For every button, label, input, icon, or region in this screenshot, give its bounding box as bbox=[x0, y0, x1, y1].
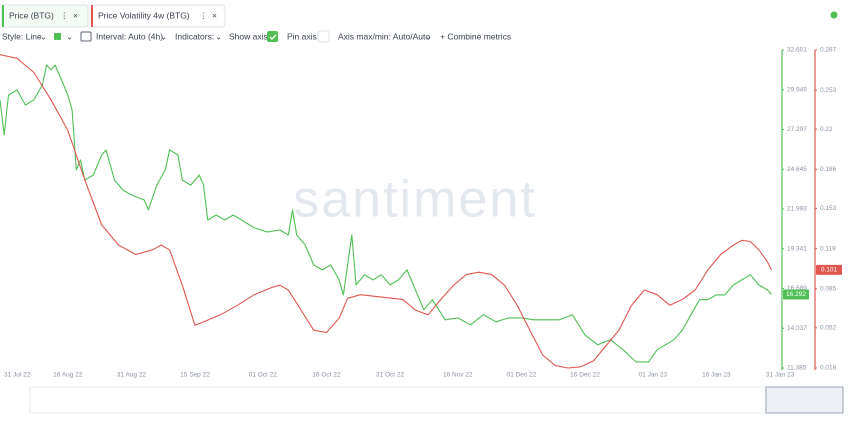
y-tick-label: 0.018 bbox=[820, 365, 837, 372]
series-line bbox=[0, 64, 772, 363]
pin-axis-checkbox[interactable] bbox=[317, 30, 330, 43]
tab[interactable]: Price (BTG) ⋮ × bbox=[1, 4, 89, 28]
y-tick-label: 32.601 bbox=[787, 47, 807, 54]
style-select[interactable]: Style: Line bbox=[2, 31, 42, 41]
y-tick-label: 0.153 bbox=[820, 205, 837, 212]
last-value-badge bbox=[816, 264, 842, 275]
navigator-selection[interactable] bbox=[765, 386, 844, 414]
x-tick-label: 01 Jan 23 bbox=[639, 372, 668, 379]
watermark: santiment bbox=[293, 171, 536, 229]
x-tick-label: 16 Oct 22 bbox=[312, 372, 341, 379]
chevron: ⌄ bbox=[40, 31, 47, 41]
y-tick-label: 0.052 bbox=[820, 325, 837, 332]
last-value-badge bbox=[783, 289, 809, 300]
x-tick-label: 16 Nov 22 bbox=[443, 372, 473, 379]
y-tick-label: 11.385 bbox=[787, 365, 807, 372]
x-tick-label: 16 Dec 22 bbox=[570, 372, 600, 379]
x-tick-label: 01 Oct 22 bbox=[249, 372, 278, 379]
y-tick-label: 0.22 bbox=[820, 126, 833, 133]
y-tick-label: 27.297 bbox=[787, 126, 807, 133]
series-line bbox=[0, 54, 772, 369]
tab-menu: ⋮ bbox=[199, 10, 208, 20]
calendar-icon bbox=[80, 31, 92, 42]
indicators-select[interactable]: Indicators: bbox=[175, 31, 214, 41]
y-tick-label: 19.341 bbox=[787, 245, 807, 252]
y-tick-label: 21.993 bbox=[787, 206, 807, 213]
y-tick-label: 0.253 bbox=[820, 87, 837, 94]
tab-close: × bbox=[212, 10, 217, 20]
x-tick-label: 31 Jan 23 bbox=[766, 372, 795, 379]
x-tick-label: 15 Sep 22 bbox=[180, 372, 210, 379]
tab-color bbox=[91, 5, 93, 27]
navigator[interactable] bbox=[29, 386, 844, 414]
plot: 31 Jul 22 16 Aug 22 31 Aug 22 15 Sep 22 01 O… bbox=[0, 47, 842, 379]
y-tick-label: 14.037 bbox=[787, 325, 807, 332]
x-tick-label: 01 Dec 22 bbox=[507, 372, 537, 379]
y-tick-label: 0.119 bbox=[820, 245, 836, 252]
tab-menu: ⋮ bbox=[60, 10, 69, 20]
x-tick-label: 16 Aug 22 bbox=[53, 372, 83, 379]
tab-color bbox=[2, 5, 4, 27]
x-tick-label: 16 Jan 23 bbox=[702, 372, 731, 379]
y-tick-label: 0.085 bbox=[820, 286, 837, 293]
chevron: ⌄ bbox=[215, 31, 222, 41]
last-value-label: 16.292 bbox=[786, 291, 806, 298]
chevron: ⌄ bbox=[66, 31, 73, 41]
pin-axis-label: Pin axis bbox=[287, 31, 317, 41]
y-tick-label: 16.689 bbox=[787, 285, 807, 292]
x-tick-label: 31 Aug 22 bbox=[117, 372, 147, 379]
axis-minmax-select[interactable]: Axis max/min: Auto/Auto bbox=[338, 31, 430, 41]
tab[interactable]: Price Volatility 4w (BTG) ⋮ × bbox=[90, 4, 226, 28]
tab-label: Price Volatility 4w (BTG) bbox=[98, 10, 190, 20]
x-tick-label: 31 Jul 22 bbox=[4, 372, 31, 379]
status-dot bbox=[830, 11, 838, 19]
y-tick-label: 29.949 bbox=[787, 86, 807, 93]
chevron: ⌄ bbox=[425, 31, 432, 41]
tab-close: × bbox=[73, 10, 78, 20]
interval-select[interactable]: Interval: Auto (4h) bbox=[96, 31, 163, 41]
color-picker[interactable] bbox=[54, 33, 61, 40]
chevron: ⌄ bbox=[160, 31, 167, 41]
y-tick-label: 24.645 bbox=[787, 166, 807, 173]
last-value-label: 0.101 bbox=[821, 267, 838, 274]
y-tick-label: 0.186 bbox=[820, 166, 837, 173]
show-axis-checkbox[interactable] bbox=[267, 31, 278, 42]
combine-metrics[interactable]: + Combine metrics bbox=[440, 31, 511, 41]
y-tick-label: 0.287 bbox=[820, 47, 837, 54]
x-tick-label: 31 Oct 22 bbox=[376, 372, 405, 379]
tab-label: Price (BTG) bbox=[9, 10, 54, 20]
show-axis-label: Show axis bbox=[229, 31, 268, 41]
check-icon bbox=[269, 34, 277, 40]
